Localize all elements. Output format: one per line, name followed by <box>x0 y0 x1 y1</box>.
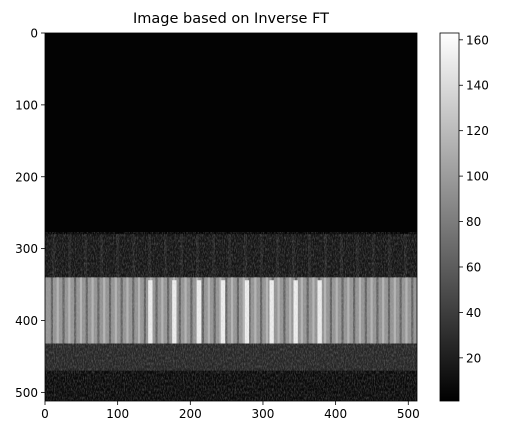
y-axis: 0 100 200 300 400 500 <box>15 27 45 400</box>
colorbar-tick-label: 140 <box>466 79 489 93</box>
y-tick-label: 300 <box>15 242 38 256</box>
colorbar-ticks: 20 40 60 80 100 120 140 160 <box>459 33 489 365</box>
chart-title: Image based on Inverse FT <box>133 11 329 27</box>
plot-frame <box>44 32 418 402</box>
x-tick-label: 400 <box>324 407 347 421</box>
x-tick-label: 100 <box>106 407 129 421</box>
x-tick-label: 200 <box>179 407 202 421</box>
y-tick-label: 500 <box>15 386 38 400</box>
colorbar-tick-label: 100 <box>466 170 489 184</box>
y-tick-label: 100 <box>15 98 38 112</box>
y-tick-label: 0 <box>30 27 38 41</box>
noise-texture <box>45 232 417 401</box>
colorbar-tick-label: 160 <box>466 33 489 47</box>
x-axis: 0 100 200 300 400 500 <box>41 401 420 421</box>
colorbar-tick-label: 40 <box>466 306 481 320</box>
y-tick-label: 400 <box>15 314 38 328</box>
colorbar-gradient <box>439 32 460 402</box>
x-tick-label: 500 <box>397 407 420 421</box>
image-region <box>45 33 417 235</box>
x-tick-label: 0 <box>41 407 49 421</box>
plot-area <box>45 33 417 401</box>
colorbar-tick-label: 120 <box>466 124 489 138</box>
y-tick-label: 200 <box>15 170 38 184</box>
colorbar-tick-label: 20 <box>466 351 481 365</box>
x-tick-label: 300 <box>252 407 275 421</box>
colorbar-tick-label: 60 <box>466 260 481 274</box>
colorbar: 20 40 60 80 100 120 140 160 <box>439 32 489 402</box>
colorbar-tick-label: 80 <box>466 215 481 229</box>
